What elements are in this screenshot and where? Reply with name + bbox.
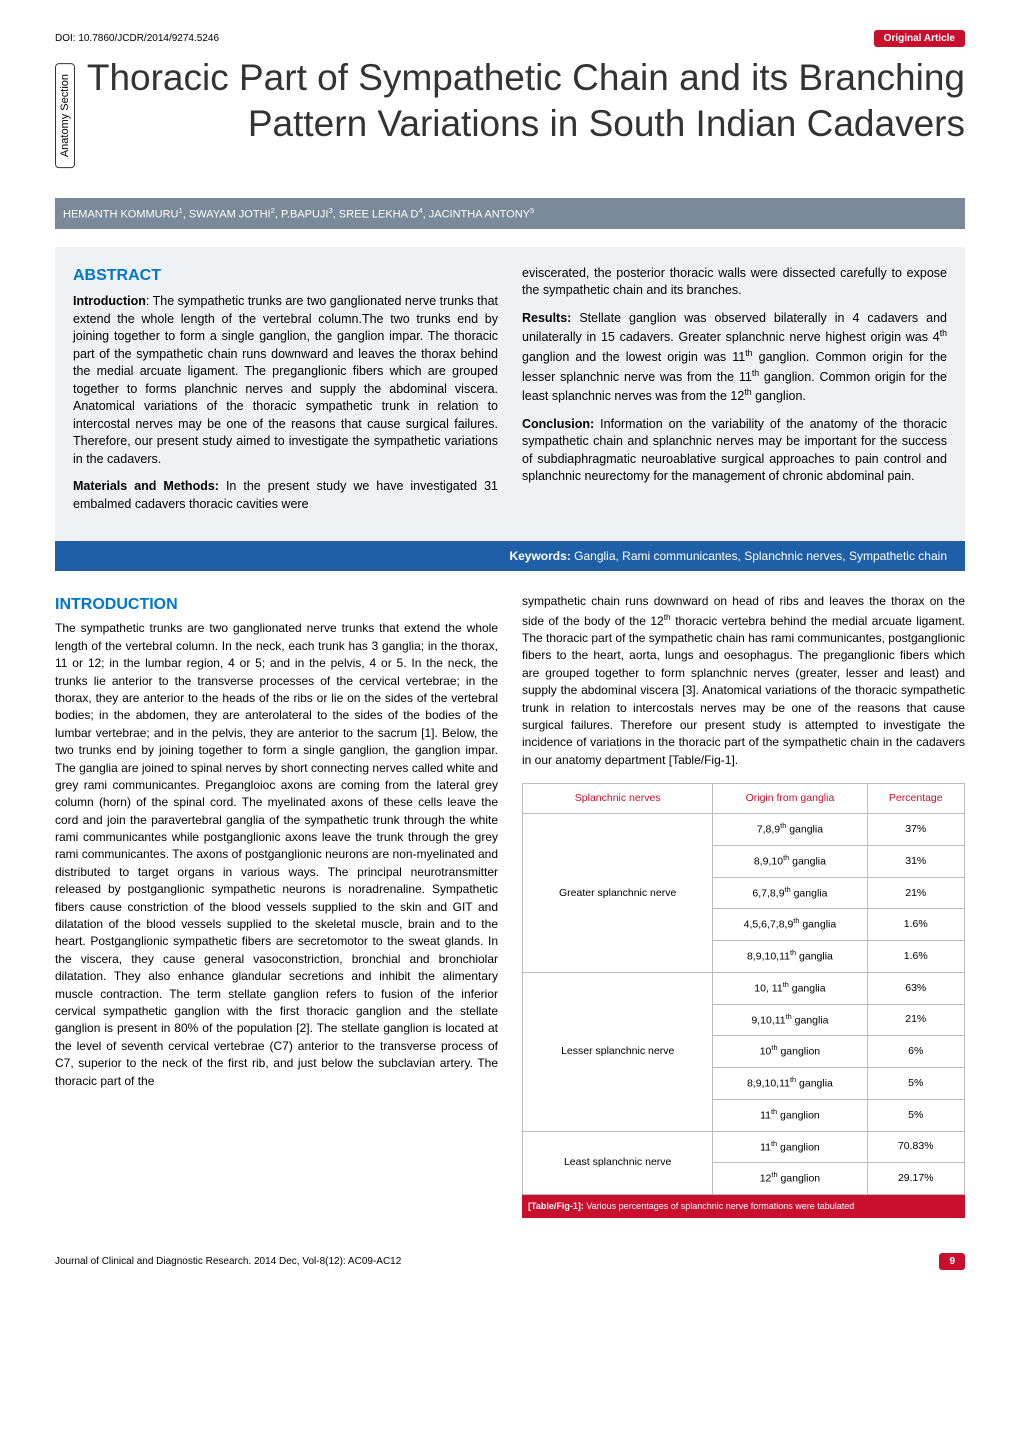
origin-cell: 11th ganglion — [713, 1099, 867, 1131]
journal-citation: Journal of Clinical and Diagnostic Resea… — [55, 1256, 401, 1267]
origin-cell: 10th ganglion — [713, 1036, 867, 1068]
body-right-col: sympathetic chain runs downward on head … — [522, 593, 965, 1218]
abstract-heading: ABSTRACT — [73, 265, 498, 287]
percentage-cell: 29.17% — [867, 1163, 964, 1195]
origin-cell: 11th ganglion — [713, 1131, 867, 1163]
table-row: Lesser splanchnic nerve10, 11th ganglia6… — [523, 972, 965, 1004]
section-tab: Anatomy Section — [55, 63, 75, 168]
origin-cell: 12th ganglion — [713, 1163, 867, 1195]
percentage-cell: 5% — [867, 1068, 964, 1100]
nerve-cell: Greater splanchnic nerve — [523, 814, 713, 973]
origin-cell: 8,9,10,11th ganglia — [713, 941, 867, 973]
abstract-methods: Materials and Methods: In the present st… — [73, 478, 498, 513]
authors-bar: HEMANTH KOMMURU1, SWAYAM JOTHI2, P.BAPUJ… — [55, 198, 965, 229]
abstract-results: Results: Stellate ganglion was observed … — [522, 310, 947, 406]
th-origin: Origin from ganglia — [713, 784, 867, 814]
page-footer: Journal of Clinical and Diagnostic Resea… — [55, 1253, 965, 1270]
abstract-intro: Introduction: The sympathetic trunks are… — [73, 293, 498, 468]
body-left-col: INTRODUCTION The sympathetic trunks are … — [55, 593, 498, 1218]
percentage-cell: 37% — [867, 814, 964, 846]
th-percentage: Percentage — [867, 784, 964, 814]
abstract-box: ABSTRACT Introduction: The sympathetic t… — [55, 247, 965, 541]
origin-cell: 9,10,11th ganglia — [713, 1004, 867, 1036]
page-number: 9 — [939, 1253, 965, 1270]
introduction-right-text: sympathetic chain runs downward on head … — [522, 593, 965, 769]
title-area: Anatomy Section Thoracic Part of Sympath… — [55, 55, 965, 168]
introduction-left-text: The sympathetic trunks are two gangliona… — [55, 620, 498, 1090]
keywords-text: Ganglia, Rami communicantes, Splanchnic … — [571, 549, 947, 563]
origin-cell: 7,8,9th ganglia — [713, 814, 867, 846]
abstract-left-col: ABSTRACT Introduction: The sympathetic t… — [73, 265, 498, 523]
table-header-row: Splanchnic nerves Origin from ganglia Pe… — [523, 784, 965, 814]
introduction-heading: INTRODUCTION — [55, 593, 498, 616]
abstract-conclusion: Conclusion: Information on the variabili… — [522, 416, 947, 486]
percentage-cell: 31% — [867, 846, 964, 878]
abstract-right-col: eviscerated, the posterior thoracic wall… — [522, 265, 947, 523]
origin-cell: 10, 11th ganglia — [713, 972, 867, 1004]
percentage-cell: 1.6% — [867, 941, 964, 973]
keywords-bar: Keywords: Ganglia, Rami communicantes, S… — [55, 541, 965, 571]
article-type-badge: Original Article — [874, 30, 965, 47]
origin-cell: 8,9,10th ganglia — [713, 846, 867, 878]
nerve-cell: Lesser splanchnic nerve — [523, 972, 713, 1131]
percentage-cell: 21% — [867, 1004, 964, 1036]
keywords-label: Keywords: — [509, 549, 570, 563]
table-row: Greater splanchnic nerve7,8,9th ganglia3… — [523, 814, 965, 846]
article-title: Thoracic Part of Sympathetic Chain and i… — [85, 55, 965, 148]
percentage-cell: 21% — [867, 877, 964, 909]
nerve-cell: Least splanchnic nerve — [523, 1131, 713, 1194]
percentage-cell: 1.6% — [867, 909, 964, 941]
body-columns: INTRODUCTION The sympathetic trunks are … — [55, 593, 965, 1218]
origin-cell: 8,9,10,11th ganglia — [713, 1068, 867, 1100]
percentage-cell: 6% — [867, 1036, 964, 1068]
table-caption: [Table/Fig-1]: Various percentages of sp… — [522, 1195, 965, 1218]
th-nerves: Splanchnic nerves — [523, 784, 713, 814]
percentage-cell: 63% — [867, 972, 964, 1004]
abstract-cont: eviscerated, the posterior thoracic wall… — [522, 265, 947, 300]
origin-cell: 6,7,8,9th ganglia — [713, 877, 867, 909]
header-top-row: DOI: 10.7860/JCDR/2014/9274.5246 Origina… — [55, 30, 965, 47]
table-row: Least splanchnic nerve11th ganglion70.83… — [523, 1131, 965, 1163]
percentage-cell: 70.83% — [867, 1131, 964, 1163]
percentage-cell: 5% — [867, 1099, 964, 1131]
origin-cell: 4,5,6,7,8,9th ganglia — [713, 909, 867, 941]
doi-text: DOI: 10.7860/JCDR/2014/9274.5246 — [55, 33, 219, 44]
splanchnic-table: Splanchnic nerves Origin from ganglia Pe… — [522, 783, 965, 1195]
